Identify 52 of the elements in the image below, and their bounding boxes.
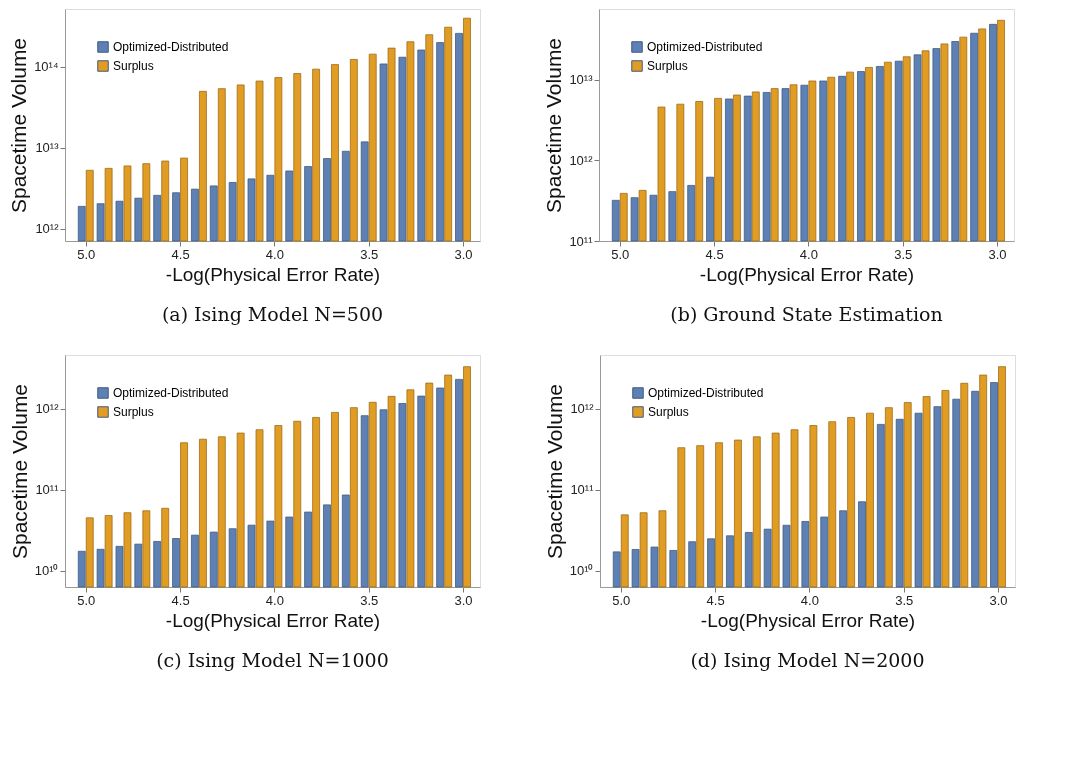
x-tick-label: 5.0 xyxy=(77,592,96,608)
y-axis-title: Spacetime Volume xyxy=(542,37,566,214)
x-axis-title: -Log(Physical Error Rate) xyxy=(700,609,916,631)
legend-label: Surplus xyxy=(648,405,689,419)
y-tick-label: 10¹² xyxy=(35,221,60,237)
x-tick-label: 4.5 xyxy=(171,592,190,608)
y-tick-label: 10¹² xyxy=(570,401,595,417)
x-tick-label: 3.5 xyxy=(894,246,913,262)
y-axis-title: Spacetime Volume xyxy=(542,383,566,560)
y-tick-label: 10¹⁴ xyxy=(34,59,59,75)
x-axis-title: -Log(Physical Error Rate) xyxy=(699,263,915,285)
y-tick-label: 10¹² xyxy=(35,401,60,417)
x-tick-label: 5.0 xyxy=(611,246,630,262)
x-tick-label: 4.0 xyxy=(800,592,819,608)
legend-label: Optimized-Distributed xyxy=(113,40,229,54)
x-tick-label: 3.0 xyxy=(454,592,473,608)
legend-label: Optimized-Distributed xyxy=(113,386,229,400)
x-tick-label: 4.0 xyxy=(799,246,818,262)
y-axis-title: Spacetime Volume xyxy=(7,383,31,560)
y-tick-label: 10¹¹ xyxy=(570,482,595,498)
text: (c) Ising Model N=1000 xyxy=(156,649,389,671)
x-tick-label: 4.0 xyxy=(265,592,284,608)
x-tick-label: 4.5 xyxy=(171,246,190,262)
x-tick-label: 3.5 xyxy=(360,246,379,262)
text: (b) Ground State Estimation xyxy=(670,303,943,325)
x-tick-label: 3.0 xyxy=(988,246,1007,262)
text: (d) Ising Model N=2000 xyxy=(690,649,925,671)
legend-label: Surplus xyxy=(113,59,154,73)
x-tick-label: 4.0 xyxy=(265,246,284,262)
x-tick-label: 5.0 xyxy=(612,592,631,608)
x-axis-title: -Log(Physical Error Rate) xyxy=(165,263,381,285)
x-tick-label: 3.5 xyxy=(360,592,379,608)
y-axis-title: Spacetime Volume xyxy=(7,37,31,214)
y-tick-label: 10¹³ xyxy=(35,140,60,156)
x-axis-title: -Log(Physical Error Rate) xyxy=(165,609,381,631)
legend-label: Optimized-Distributed xyxy=(648,386,764,400)
x-tick-label: 4.5 xyxy=(705,246,724,262)
x-tick-label: 5.0 xyxy=(77,246,96,262)
y-tick-label: 10¹⁰ xyxy=(569,563,594,579)
x-tick-label: 4.5 xyxy=(706,592,725,608)
y-tick-label: 10¹¹ xyxy=(35,482,60,498)
y-tick-label: 10¹⁰ xyxy=(34,563,59,579)
x-tick-label: 3.0 xyxy=(989,592,1008,608)
y-tick-label: 10¹² xyxy=(569,152,594,168)
y-tick-label: 10¹³ xyxy=(569,72,594,88)
y-tick-label: 10¹¹ xyxy=(569,233,594,249)
text: (a) Ising Model N=500 xyxy=(161,303,384,325)
legend-label: Optimized-Distributed xyxy=(647,40,763,54)
x-tick-label: 3.5 xyxy=(895,592,914,608)
legend-label: Surplus xyxy=(647,59,688,73)
x-tick-label: 3.0 xyxy=(454,246,473,262)
legend-label: Surplus xyxy=(113,405,154,419)
